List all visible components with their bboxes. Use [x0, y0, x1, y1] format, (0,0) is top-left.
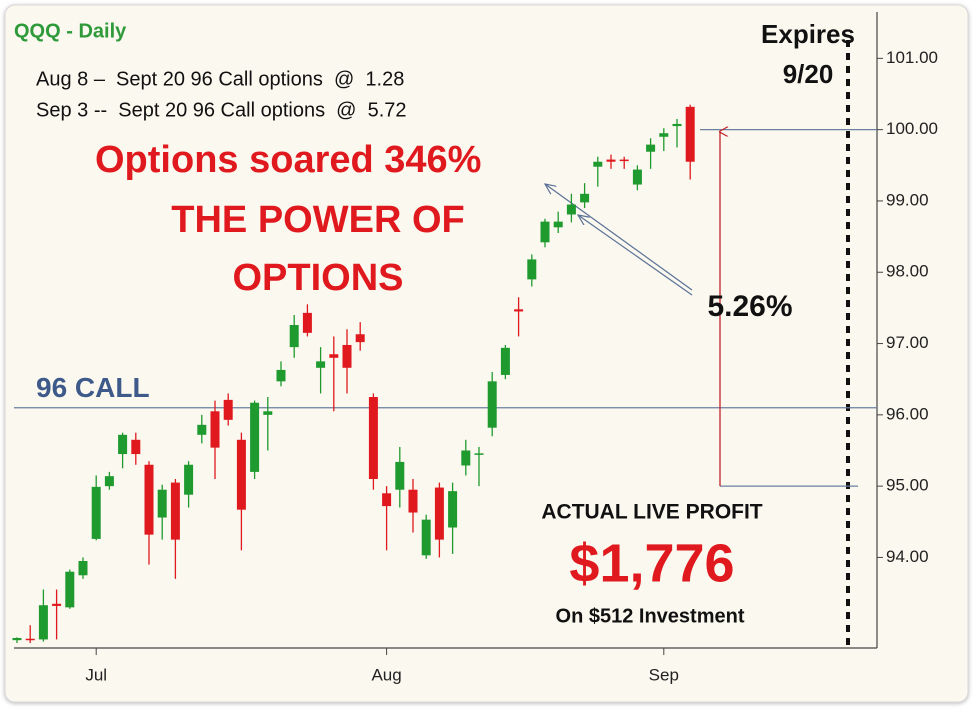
profit: $1,776 — [569, 533, 734, 593]
headline: OPTIONS — [232, 257, 403, 299]
candle-body — [118, 434, 128, 455]
candle-body — [91, 486, 101, 539]
y-tick-label: 96.00 — [886, 404, 929, 423]
strike-label: 96 CALL — [36, 372, 150, 403]
candle-body — [184, 464, 194, 495]
headline: THE POWER OF — [171, 199, 464, 241]
candle-body — [527, 259, 537, 280]
note: Aug 8 – Sept 20 96 Call options @ 1.28 — [36, 68, 404, 90]
candle-body — [434, 487, 444, 540]
x-tick-label: Aug — [371, 665, 401, 684]
pointer-arrow — [578, 215, 693, 296]
candle-body — [448, 491, 458, 528]
candle-body — [104, 476, 114, 487]
candle-body — [144, 464, 154, 535]
candle-body — [619, 159, 629, 162]
candle-body — [593, 161, 603, 167]
y-tick-label: 101.00 — [886, 48, 938, 67]
pointer-arrow — [545, 184, 693, 291]
x-tick-label: Jul — [85, 665, 107, 684]
candle-body — [157, 489, 167, 518]
candle-body — [461, 450, 471, 466]
candle-body — [540, 221, 550, 243]
candle-body — [131, 439, 141, 455]
y-tick-label: 95.00 — [886, 476, 929, 495]
candle-body — [421, 519, 431, 556]
candle-body — [487, 381, 497, 428]
candle-body — [566, 204, 576, 215]
candle-body — [408, 489, 418, 513]
candle-body — [685, 106, 695, 162]
y-tick-label: 98.00 — [886, 262, 929, 281]
candle-body — [250, 402, 260, 472]
candle-body — [276, 369, 286, 382]
candle-body — [289, 325, 299, 348]
y-tick-label: 97.00 — [886, 333, 929, 352]
profit-caption: ACTUAL LIVE PROFIT — [541, 501, 762, 524]
note: Sep 3 -- Sept 20 96 Call options @ 5.72 — [36, 99, 407, 121]
candle-body — [65, 571, 75, 608]
candle-body — [25, 638, 35, 641]
candle-body — [170, 482, 180, 540]
headline: Options soared 346% — [95, 139, 481, 181]
candle-body — [197, 424, 207, 435]
frame — [4, 4, 969, 703]
candle-body — [52, 603, 62, 606]
candle-body — [606, 159, 616, 162]
candle-body — [368, 397, 378, 480]
expiry-label: 9/20 — [783, 59, 834, 89]
candle-body — [223, 399, 233, 420]
candle-body — [646, 144, 656, 152]
y-tick-label: 100.00 — [886, 119, 938, 138]
move-label: 5.26% — [707, 290, 792, 323]
candle-body — [553, 221, 563, 228]
candle-body — [316, 361, 326, 368]
y-tick-label: 99.00 — [886, 190, 929, 209]
investment: On $512 Investment — [556, 605, 745, 627]
x-tick-label: Sep — [649, 665, 679, 684]
candle-body — [236, 439, 246, 510]
candle-body — [329, 354, 339, 358]
candle-body — [78, 561, 88, 576]
candle-body — [659, 133, 669, 137]
candle-body — [263, 411, 273, 415]
candle-body — [342, 344, 352, 368]
expiry-label: Expires — [761, 19, 855, 49]
y-tick-label: 94.00 — [886, 547, 929, 566]
candle-body — [38, 605, 48, 640]
candle-body — [474, 453, 484, 455]
candle-body — [382, 493, 392, 507]
candle-body — [672, 123, 682, 127]
candle-body — [12, 638, 22, 641]
candle-body — [302, 312, 312, 333]
candle-body — [632, 169, 642, 185]
candle-body — [395, 461, 405, 490]
candle-body — [580, 193, 590, 203]
chart-title: QQQ - Daily — [14, 20, 127, 42]
candle-body — [514, 309, 524, 312]
candle-body — [210, 411, 220, 448]
candle-body — [355, 334, 365, 343]
candle-body — [500, 347, 510, 375]
